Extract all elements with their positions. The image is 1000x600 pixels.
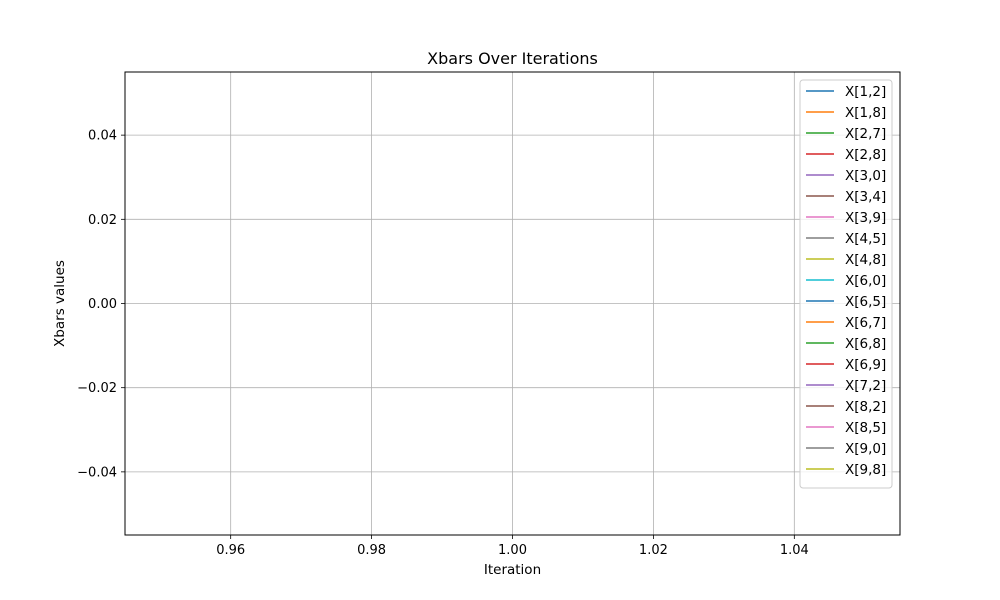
- chart-title: Xbars Over Iterations: [427, 49, 598, 68]
- legend-label: X[7,2]: [845, 378, 886, 394]
- grid: [125, 72, 900, 535]
- legend-label: X[8,5]: [845, 420, 886, 436]
- legend-label: X[2,8]: [845, 147, 886, 163]
- x-tick-label: 0.98: [357, 543, 386, 558]
- legend-label: X[9,8]: [845, 462, 886, 478]
- y-axis: −0.04 −0.02 0.00 0.02 0.04: [77, 129, 125, 480]
- legend-label: X[8,2]: [845, 399, 886, 415]
- y-axis-label: Xbars values: [52, 260, 68, 347]
- legend-label: X[4,5]: [845, 231, 886, 247]
- legend-label: X[4,8]: [845, 252, 886, 268]
- y-tick-label: 0.00: [88, 297, 117, 312]
- legend-label: X[1,2]: [845, 84, 886, 100]
- x-tick-label: 1.00: [498, 543, 527, 558]
- legend-label: X[6,7]: [845, 315, 886, 331]
- legend-label: X[3,4]: [845, 189, 886, 205]
- legend-label: X[6,5]: [845, 294, 886, 310]
- legend: X[1,2] X[1,8] X[2,7] X[2,8] X[3,0] X[3,4] X[3,…: [799, 79, 893, 489]
- x-tick-label: 1.02: [639, 543, 668, 558]
- legend-frame: [799, 79, 893, 489]
- x-tick-label: 0.96: [216, 543, 245, 558]
- x-axis-label: Iteration: [484, 562, 541, 578]
- x-axis: 0.96 0.98 1.00 1.02 1.04: [216, 535, 809, 558]
- legend-label: X[2,7]: [845, 126, 886, 142]
- y-tick-label: −0.04: [77, 465, 117, 480]
- legend-label: X[6,0]: [845, 273, 886, 289]
- legend-label: X[6,8]: [845, 336, 886, 352]
- legend-label: X[9,0]: [845, 441, 886, 457]
- y-tick-label: 0.02: [88, 213, 117, 228]
- legend-label: X[3,0]: [845, 168, 886, 184]
- legend-label: X[3,9]: [845, 210, 886, 226]
- legend-label: X[1,8]: [845, 105, 886, 121]
- legend-label: X[6,9]: [845, 357, 886, 373]
- y-tick-label: −0.02: [77, 381, 117, 396]
- y-tick-label: 0.04: [88, 129, 117, 144]
- x-tick-label: 1.04: [780, 543, 809, 558]
